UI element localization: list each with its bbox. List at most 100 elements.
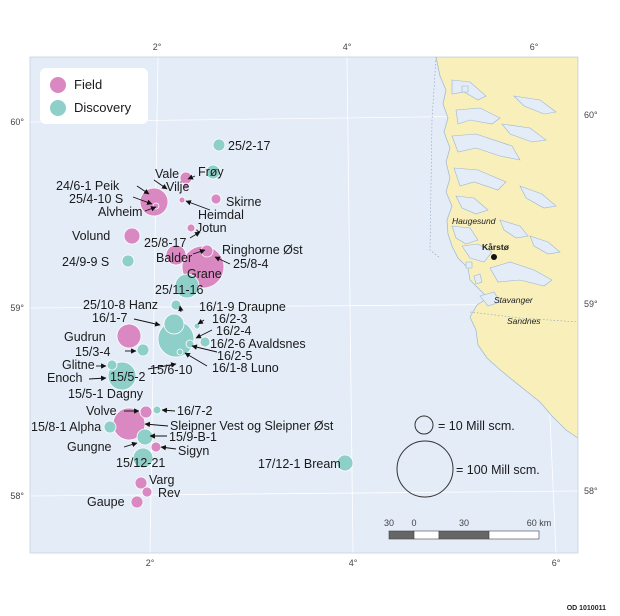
label-heimdal: Heimdal <box>198 208 244 222</box>
label-17-12-1-bream: 17/12-1 Bream <box>258 457 341 471</box>
lat-label: 59° <box>584 299 598 309</box>
size-legend-large-label: = 100 Mill scm. <box>456 463 540 477</box>
label-volve: Volve <box>86 404 117 418</box>
lat-label: 59° <box>10 303 24 313</box>
lon-label: 2° <box>153 42 162 52</box>
bubble-field <box>116 323 142 349</box>
label-gaupe: Gaupe <box>87 495 125 509</box>
label-grane: Grane <box>187 267 222 281</box>
legend-discovery-label: Discovery <box>74 100 132 115</box>
label-varg: Varg <box>149 473 175 487</box>
size-legend-small-circle <box>414 415 434 435</box>
scale-label: 60 km <box>527 518 552 528</box>
label-25-2-17: 25/2-17 <box>228 139 270 153</box>
lon-label: 6° <box>530 42 539 52</box>
label-15-5-1-dagny: 15/5-1 Dagny <box>68 387 144 401</box>
place-haugesund: Haugesund <box>452 216 496 226</box>
label-balder: Balder <box>156 251 192 265</box>
bubble-discovery <box>132 447 154 469</box>
bubble-field <box>141 486 153 498</box>
scale-label: 30 <box>459 518 469 528</box>
bubble-discovery <box>152 405 162 415</box>
label-15-12-21: 15/12-21 <box>116 456 165 470</box>
bubble-field <box>150 441 162 453</box>
lon-label: 2° <box>146 558 155 568</box>
bubble-discovery <box>103 420 117 434</box>
label-16-1-7: 16/1-7 <box>92 311 127 325</box>
label-vilje: Vilje <box>166 180 189 194</box>
label-enoch: Enoch <box>47 371 82 385</box>
label-ringhorne-ost: Ringhorne Øst <box>222 243 303 257</box>
label-15-5-2: 15/5-2 <box>110 370 145 384</box>
bubble-discovery <box>212 138 226 152</box>
bubble-discovery <box>193 322 201 330</box>
legend-field-label: Field <box>74 77 102 92</box>
label-volund: Volund <box>72 229 110 243</box>
scale-label: 30 <box>384 518 394 528</box>
label-alvheim: Alvheim <box>98 205 142 219</box>
bubble-discovery <box>205 164 221 180</box>
leader-arrows <box>88 174 231 451</box>
label-15-6-10: 15/6-10 <box>150 363 192 377</box>
bubble-field <box>210 193 222 205</box>
bubble-field <box>139 187 169 217</box>
label-16-2-5: 16/2-5 <box>217 349 252 363</box>
scale-bar: 30 0 30 60 km <box>384 518 552 540</box>
label-24-9-9-s: 24/9-9 S <box>62 255 109 269</box>
lon-label: 4° <box>343 42 352 52</box>
bubble-field <box>130 495 144 509</box>
label-jotun: Jotun <box>196 221 227 235</box>
label-skirne: Skirne <box>226 195 261 209</box>
bubbles <box>103 138 354 509</box>
label-15-3-4: 15/3-4 <box>75 345 110 359</box>
scale-label: 0 <box>411 518 416 528</box>
lon-label: 4° <box>349 558 358 568</box>
lat-label: 60° <box>10 117 24 127</box>
place-karsto: Kårstø <box>482 242 510 252</box>
bubble-discovery <box>185 339 195 349</box>
bubble-field <box>186 223 196 233</box>
bubble-field <box>178 196 186 204</box>
lat-label: 58° <box>584 486 598 496</box>
bubble-discovery <box>136 428 154 446</box>
label-16-2-4: 16/2-4 <box>216 324 251 338</box>
size-legend-large-circle <box>396 440 454 498</box>
credit-label: OD 1010011 <box>566 605 606 612</box>
bubble-field <box>182 182 190 190</box>
label-16-2-6-avaldsnes: 16/2-6 Avaldsnes <box>210 337 306 351</box>
bubble-discovery <box>121 254 135 268</box>
bubble-discovery <box>176 348 184 356</box>
label-glitne: Glitne <box>62 358 95 372</box>
legend-discovery-swatch <box>50 100 66 116</box>
norway-land <box>435 57 578 439</box>
label-sleipner: Sleipner Vest og Sleipner Øst <box>170 419 334 433</box>
bubble-discovery <box>106 359 118 371</box>
lat-label: 58° <box>10 491 24 501</box>
bubble-field <box>134 476 148 490</box>
label-16-1-9-draupne: 16/1-9 Draupne <box>199 300 286 314</box>
label-16-7-2: 16/7-2 <box>177 404 212 418</box>
bubble-discovery <box>170 299 182 311</box>
boundary-lines <box>429 57 578 323</box>
legend-box <box>40 68 148 124</box>
label-25-11-16: 25/11-16 <box>155 283 203 297</box>
label-16-2-3: 16/2-3 <box>212 312 247 326</box>
label-25-8-17: 25/8-17 <box>144 236 186 250</box>
bubble-discovery <box>136 343 150 357</box>
label-gungne: Gungne <box>67 440 112 454</box>
size-legend-small-label: = 10 Mill scm. <box>438 419 515 433</box>
label-25-8-4: 25/8-4 <box>233 257 268 271</box>
place-sandnes: Sandnes <box>507 316 541 326</box>
label-24-6-1-peik: 24/6-1 Peik <box>56 179 120 193</box>
place-stavanger: Stavanger <box>494 295 534 305</box>
fjords <box>451 79 561 307</box>
bubble-field <box>123 227 141 245</box>
bubble-field <box>139 405 153 419</box>
map-frame <box>29 56 579 554</box>
label-gudrun: Gudrun <box>64 330 106 344</box>
label-vale: Vale <box>155 167 179 181</box>
field-labels: 25/2-17 Frøy Vale Vilje 24/6-1 Peik 25/4… <box>31 139 341 509</box>
bubble-discovery <box>199 336 211 348</box>
label-25-4-10-s: 25/4-10 S <box>69 192 123 206</box>
